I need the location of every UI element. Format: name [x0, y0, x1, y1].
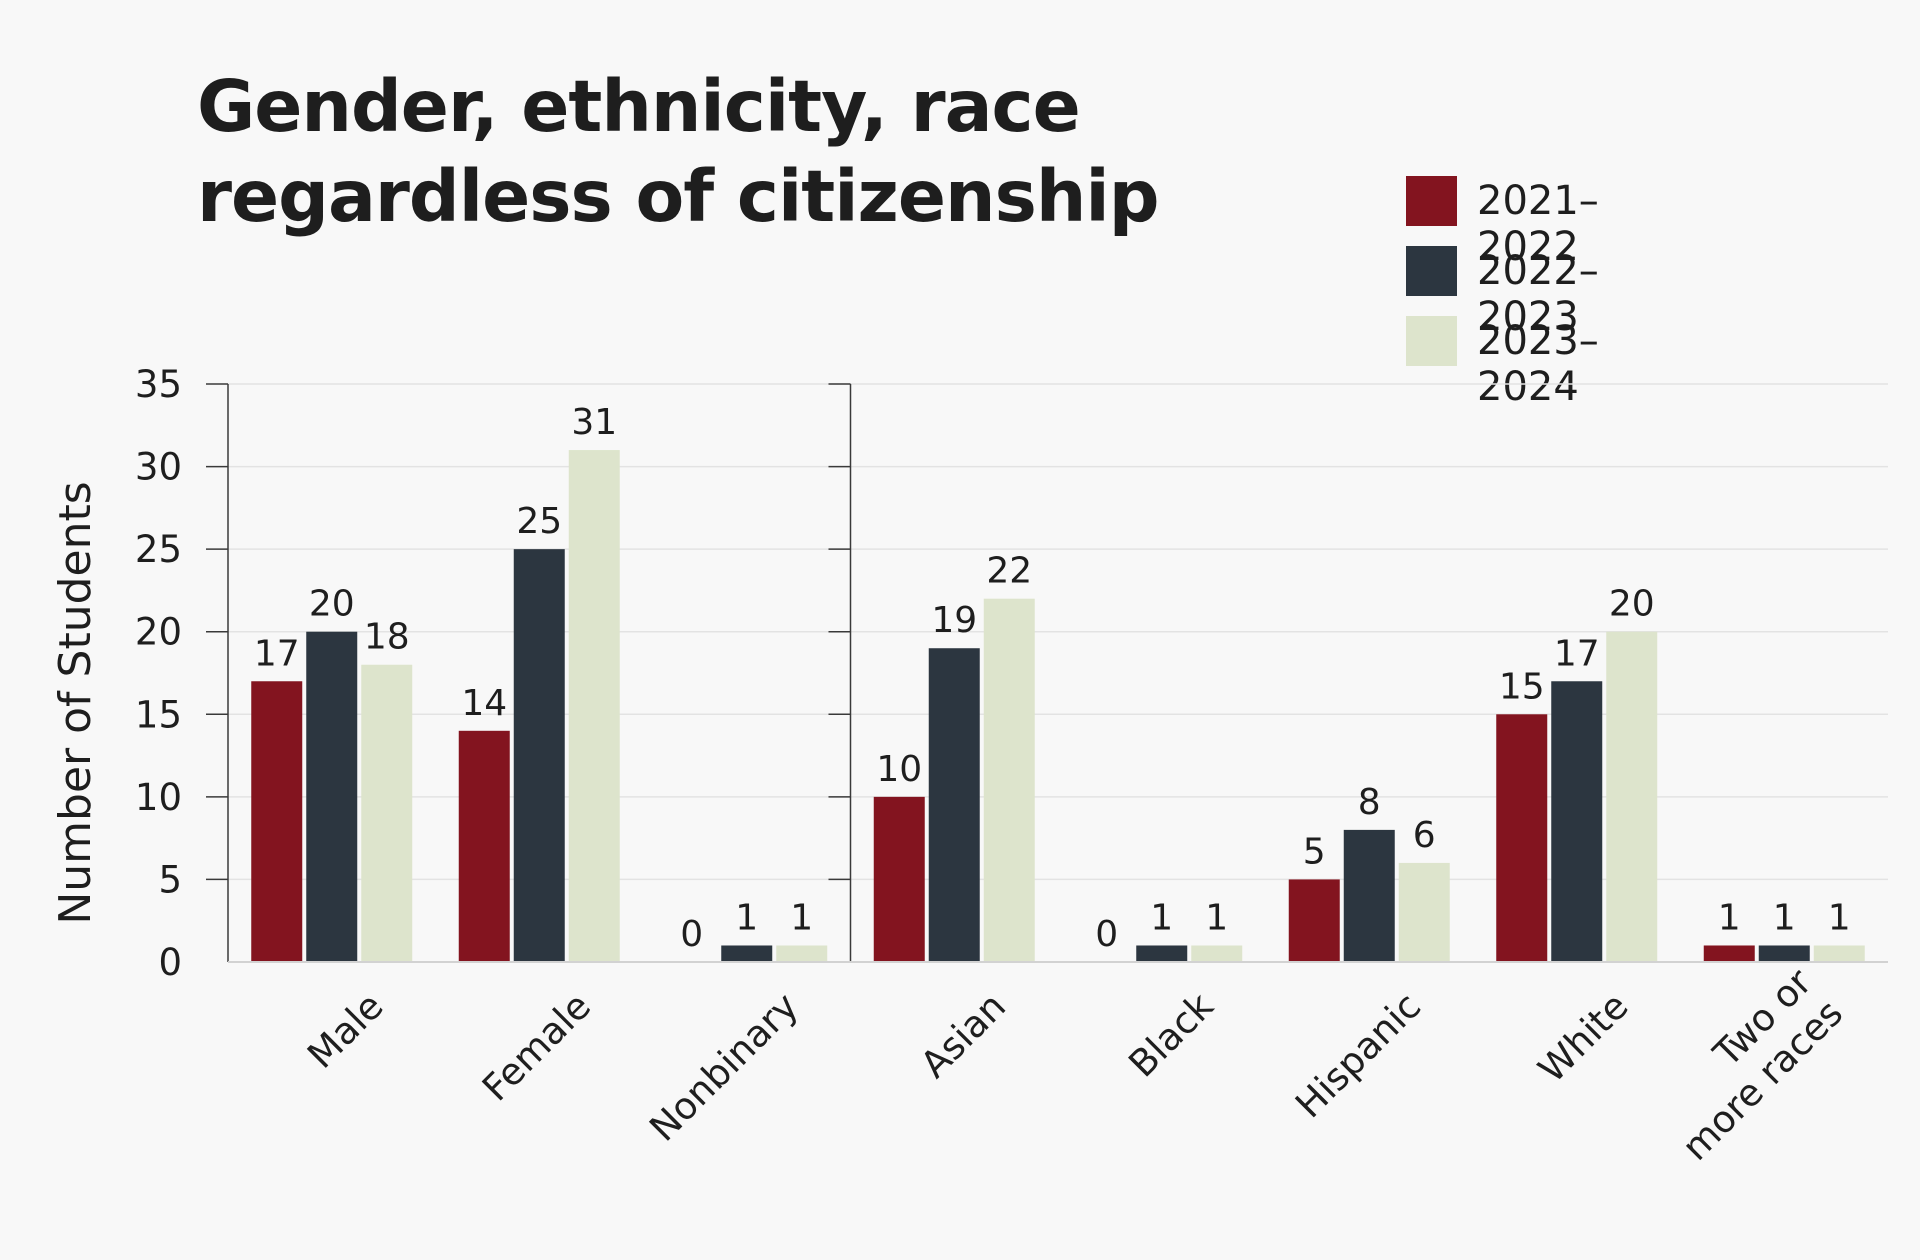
data-label-male-2021-2022: 17 — [254, 633, 300, 674]
data-label-white-2022-2023: 17 — [1554, 633, 1600, 674]
bar-nonbinary-2023-2024 — [776, 945, 828, 962]
x-tick-label-two-or-more-races: Two ormore races — [1643, 960, 1852, 1169]
data-label-nonbinary-2023-2024: 1 — [790, 897, 813, 938]
bar-two-or-more-races-2023-2024 — [1813, 945, 1865, 962]
y-tick-label-35: 35 — [135, 363, 182, 406]
y-tick-label-15: 15 — [135, 693, 182, 736]
data-label-female-2021-2022: 14 — [461, 683, 507, 724]
bar-white-2023-2024 — [1606, 631, 1658, 962]
legend-swatch-2023-2024 — [1406, 316, 1457, 366]
x-tick-label-line: Female — [474, 984, 599, 1109]
bar-black-2022-2023 — [1136, 945, 1188, 962]
bar-asian-2021-2022 — [873, 796, 925, 962]
bar-black-2023-2024 — [1191, 945, 1243, 962]
y-tick-label-25: 25 — [135, 528, 182, 571]
bar-male-2022-2023 — [306, 631, 358, 962]
data-label-white-2023-2024: 20 — [1609, 584, 1655, 625]
x-tick-label-nonbinary: Nonbinary — [641, 984, 806, 1149]
x-tick-label-asian: Asian — [912, 984, 1014, 1086]
data-label-nonbinary-2022-2023: 1 — [735, 897, 758, 938]
legend-label-2022-2023: 2022–2023 — [1477, 248, 1599, 340]
x-tick-label-line: Male — [299, 984, 391, 1076]
bar-male-2021-2022 — [251, 681, 303, 962]
y-tick-label-20: 20 — [135, 611, 182, 654]
data-label-asian-2022-2023: 19 — [931, 600, 977, 641]
data-label-two-or-more-races-2023-2024: 1 — [1828, 897, 1851, 938]
y-tick-label-30: 30 — [135, 446, 182, 489]
x-tick-label-line: Black — [1120, 984, 1222, 1086]
legend-swatch-2022-2023 — [1406, 246, 1457, 296]
bar-hispanic-2023-2024 — [1398, 862, 1450, 962]
data-label-white-2021-2022: 15 — [1499, 666, 1545, 707]
data-label-hispanic-2022-2023: 8 — [1358, 782, 1381, 823]
y-tick-label-10: 10 — [135, 776, 182, 819]
data-label-hispanic-2021-2022: 5 — [1303, 831, 1326, 872]
bar-white-2022-2023 — [1551, 681, 1603, 962]
legend-swatch-2021-2022 — [1406, 176, 1457, 226]
data-label-asian-2021-2022: 10 — [876, 749, 922, 790]
data-label-male-2022-2023: 20 — [309, 584, 355, 625]
y-tick-label-5: 5 — [158, 858, 182, 901]
bar-nonbinary-2022-2023 — [721, 945, 773, 962]
chart-title: Gender, ethnicity, race regardless of ci… — [197, 62, 1160, 242]
data-label-female-2022-2023: 25 — [516, 501, 562, 542]
chart-title-line-2: regardless of citizenship — [197, 155, 1160, 238]
data-label-black-2022-2023: 1 — [1150, 897, 1173, 938]
x-tick-label-hispanic: Hispanic — [1287, 984, 1429, 1126]
x-tick-label-line: White — [1530, 984, 1636, 1090]
data-label-female-2023-2024: 31 — [571, 402, 617, 443]
data-label-two-or-more-races-2022-2023: 1 — [1773, 897, 1796, 938]
legend-label-2023-2024: 2023–2024 — [1477, 318, 1599, 410]
data-label-asian-2023-2024: 22 — [986, 551, 1032, 592]
chart-title-line-1: Gender, ethnicity, race — [197, 65, 1081, 148]
legend-label-2021-2022: 2021–2022 — [1477, 178, 1599, 270]
x-tick-label-male: Male — [299, 984, 391, 1076]
x-tick-label-white: White — [1530, 984, 1636, 1090]
data-label-two-or-more-races-2021-2022: 1 — [1718, 897, 1741, 938]
x-tick-label-black: Black — [1120, 984, 1222, 1086]
y-axis-title: Number of Students — [50, 481, 101, 924]
x-tick-label-line: Nonbinary — [641, 984, 806, 1149]
bar-white-2021-2022 — [1496, 714, 1548, 962]
bar-two-or-more-races-2021-2022 — [1703, 945, 1755, 962]
bar-hispanic-2021-2022 — [1288, 879, 1340, 962]
bar-asian-2022-2023 — [928, 648, 980, 962]
bar-female-2022-2023 — [513, 549, 565, 962]
bar-hispanic-2022-2023 — [1343, 829, 1395, 962]
data-label-hispanic-2023-2024: 6 — [1413, 815, 1436, 856]
data-label-male-2023-2024: 18 — [364, 617, 410, 658]
x-tick-label-line: Asian — [912, 984, 1014, 1086]
x-tick-label-female: Female — [474, 984, 599, 1109]
bar-female-2023-2024 — [568, 450, 620, 962]
x-tick-label-line: Hispanic — [1287, 984, 1429, 1126]
bar-asian-2023-2024 — [983, 598, 1035, 962]
data-label-black-2023-2024: 1 — [1205, 897, 1228, 938]
data-label-black-2021-2022: 0 — [1095, 914, 1118, 955]
bar-female-2021-2022 — [458, 730, 510, 962]
y-tick-label-0: 0 — [158, 941, 182, 984]
bar-male-2023-2024 — [361, 664, 413, 962]
data-label-nonbinary-2021-2022: 0 — [680, 914, 703, 955]
bar-two-or-more-races-2022-2023 — [1758, 945, 1810, 962]
